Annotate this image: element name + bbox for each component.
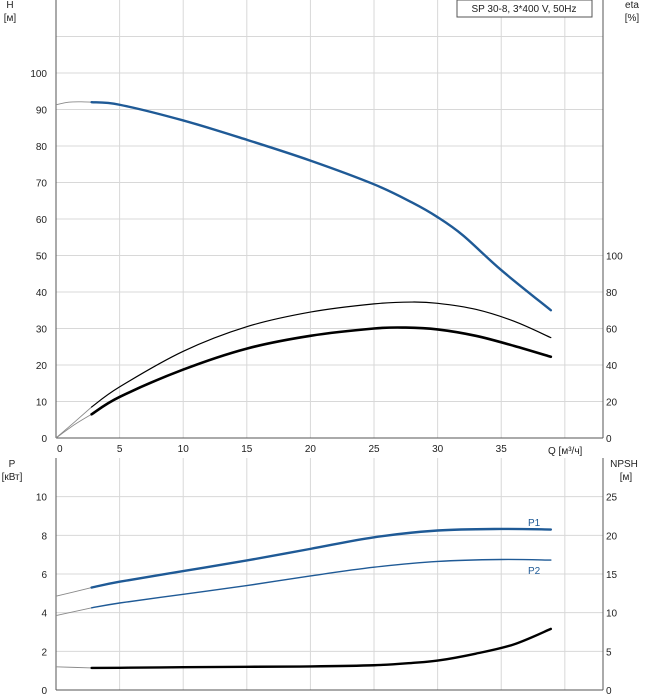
- top-right-y-tick-label: 40: [606, 361, 618, 372]
- top-left-y-tick-label: 80: [36, 142, 48, 153]
- series-labels: P1 P2: [528, 518, 541, 577]
- top-left-y-tick-label: 20: [36, 361, 48, 372]
- x-tick-label: 10: [178, 444, 190, 455]
- bottom-left-y-tick-label: 10: [36, 493, 48, 504]
- top-right-y-tick-label: 100: [606, 252, 623, 263]
- top-series-1-extension: [55, 413, 92, 439]
- top-right-ylabel-name: eta: [625, 0, 639, 11]
- bottom-left-ylabel-unit: [кВт]: [2, 472, 23, 483]
- top-left-ylabel-unit: [м]: [4, 13, 17, 24]
- bottom-series-1-p2-curve: [90, 558, 552, 609]
- top-left-y-tick-label: 90: [36, 106, 48, 117]
- tick-labels: 0 5 10 15 20 25 30 3501020304050607080901000204…: [30, 69, 623, 697]
- bottom-left-y-tick-label: 2: [41, 647, 47, 658]
- x-tick-label: 25: [368, 444, 380, 455]
- x-tick-label: 35: [496, 444, 508, 455]
- grid-top: [56, 0, 603, 438]
- top-left-y-tick-label: 40: [36, 288, 48, 299]
- bottom-left-y-tick-label: 0: [41, 686, 47, 697]
- top-series-0-curve: [90, 101, 553, 312]
- top-series-1-curve: [90, 326, 553, 416]
- bottom-right-ylabel-name: NPSH: [610, 459, 638, 470]
- top-left-y-tick-label: 60: [36, 215, 48, 226]
- bottom-right-y-tick-label: 0: [606, 686, 612, 697]
- top-series-2-curve: [91, 301, 552, 408]
- bottom-series-0-extension: [55, 587, 92, 597]
- bottom-series-2-curve: [90, 627, 553, 670]
- top-left-y-tick-label: 100: [30, 69, 47, 80]
- subtitle-box: SP 30-8, 3*400 V, 50Hz: [456, 0, 593, 18]
- top-left-y-tick-label: 0: [41, 434, 47, 445]
- top-right-ylabel-unit: [%]: [625, 13, 640, 24]
- bottom-right-y-tick-label: 10: [606, 609, 618, 620]
- bottom-right-y-tick-label: 20: [606, 531, 618, 542]
- top-right-y-tick-label: 60: [606, 325, 618, 336]
- top-left-y-tick-label: 10: [36, 398, 48, 409]
- top-series-2-extension: [55, 406, 92, 439]
- bottom-right-ylabel-unit: [м]: [620, 472, 633, 483]
- chart-frame: [55, 0, 604, 691]
- x-tick-label: 15: [241, 444, 253, 455]
- axis-labels: H [м] eta [%] Q [м³/ч] P [кВт] NPSH [м]: [2, 0, 640, 483]
- top-left-y-tick-label: 30: [36, 325, 48, 336]
- x-tick-label: 20: [305, 444, 317, 455]
- bottom-right-y-tick-label: 25: [606, 493, 618, 504]
- bottom-left-ylabel-name: P: [9, 459, 16, 470]
- series-label-p2: P2: [528, 566, 541, 577]
- top-right-y-tick-label: 0: [606, 434, 612, 445]
- top-right-y-tick-label: 80: [606, 288, 618, 299]
- bottom-right-y-tick-label: 5: [606, 647, 612, 658]
- bottom-right-y-tick-label: 15: [606, 570, 618, 581]
- bottom-left-y-tick-label: 6: [41, 570, 47, 581]
- series-label-p1: P1: [528, 518, 541, 529]
- top-series-0-extension: [55, 101, 92, 106]
- bottom-series-1-extension: [55, 607, 92, 617]
- bottom-series-2-extension: [55, 666, 92, 669]
- bottom-left-y-tick-label: 8: [41, 531, 47, 542]
- bottom-series-0-p1-curve: [90, 527, 553, 589]
- bottom-left-y-tick-label: 4: [41, 609, 47, 620]
- x-tick-label: 0: [57, 444, 63, 455]
- subtitle-box-frame: [456, 0, 593, 18]
- top-left-y-tick-label: 70: [36, 179, 48, 190]
- grid-bottom: [56, 458, 603, 690]
- x-tick-label: 5: [117, 444, 123, 455]
- curves: [55, 101, 553, 670]
- top-right-y-tick-label: 20: [606, 398, 618, 409]
- x-axis-label: Q [м³/ч]: [548, 446, 583, 457]
- top-left-y-tick-label: 50: [36, 252, 48, 263]
- top-left-ylabel-name: H: [6, 0, 13, 11]
- chart-subtitle: SP 30-8, 3*400 V, 50Hz: [471, 4, 576, 15]
- x-tick-label: 30: [432, 444, 444, 455]
